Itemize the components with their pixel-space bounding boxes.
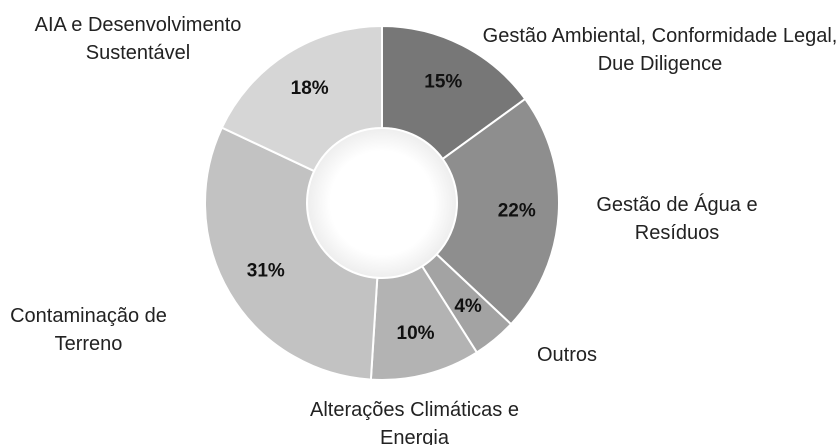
slice	[220, 24, 383, 173]
value-label: 22%	[498, 200, 536, 221]
category-label: Outros	[536, 344, 598, 366]
category-label: Gestão de Água e Resíduos	[596, 194, 758, 244]
slice	[204, 126, 379, 381]
value-label: 15%	[424, 72, 462, 93]
value-label: 4%	[454, 296, 482, 317]
value-label: 31%	[247, 261, 285, 282]
value-label: 10%	[397, 323, 435, 344]
value-label: 18%	[291, 78, 329, 99]
category-label: Gestão Ambiental, Conformidade Legal, Du…	[482, 25, 837, 75]
slice	[435, 97, 560, 326]
category-label: Contaminação de Terreno	[10, 305, 167, 355]
donut-hole	[308, 129, 456, 277]
slice	[381, 24, 527, 161]
category-label: AIA e Desenvolvimento Sustentável	[34, 14, 242, 64]
category-label: Alterações Climáticas e Energia	[310, 399, 519, 445]
